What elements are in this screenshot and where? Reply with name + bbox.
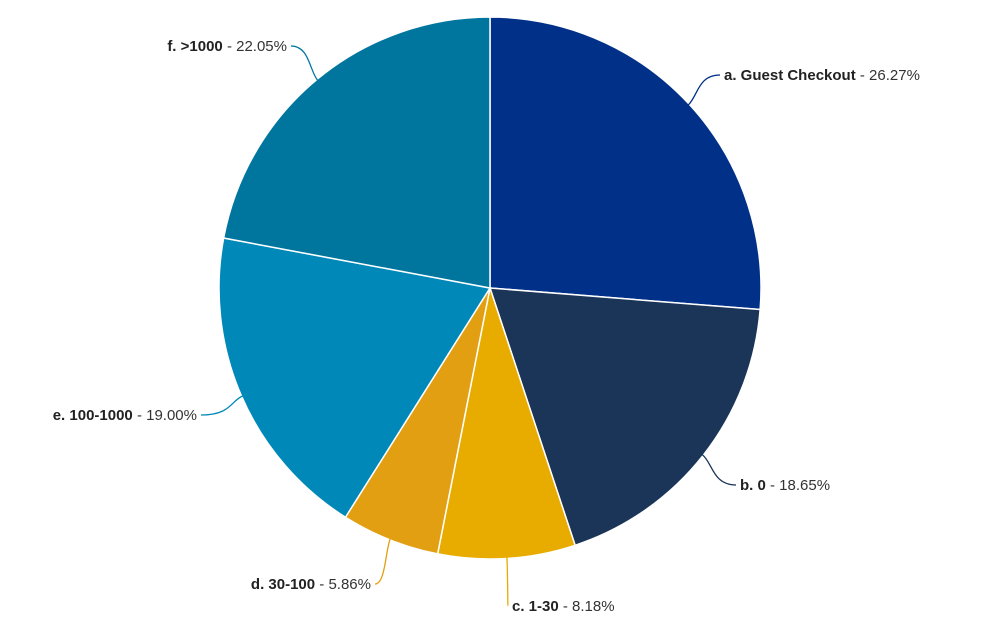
slice-label-name: c. 1-30: [512, 598, 559, 615]
slice-label-name: d. 30-100: [251, 576, 315, 593]
slice-label-b-0: b. 0 - 18.65%: [740, 477, 830, 494]
pie-slices: [218, 16, 762, 560]
leader-line-f-1000: [290, 45, 319, 81]
slice-label-value: - 18.65%: [766, 477, 830, 494]
slice-label-f-1000: f. >1000 - 22.05%: [167, 38, 287, 55]
slice-label-name: f. >1000: [167, 38, 222, 55]
slice-label-value: - 8.18%: [559, 598, 615, 615]
pie-slice-a-guest-checkout: [489, 16, 762, 311]
slice-label-value: - 26.27%: [856, 67, 920, 84]
slice-label-value: - 5.86%: [315, 576, 371, 593]
leader-line-a-guest-checkout: [687, 74, 721, 106]
slice-label-value: - 22.05%: [223, 38, 287, 55]
pie-labels: a. Guest Checkout - 26.27% b. 0 - 18.65% c…: [53, 38, 920, 615]
leader-line-b-0: [701, 454, 737, 486]
slice-label-d-30-100: d. 30-100 - 5.86%: [251, 576, 371, 593]
slice-label-name: a. Guest Checkout: [724, 67, 856, 84]
leader-line-c-1-30: [506, 557, 509, 607]
pie-leader-lines: [200, 45, 737, 607]
slice-label-c-1-30: c. 1-30 - 8.18%: [512, 598, 615, 615]
slice-label-name: b. 0: [740, 477, 766, 494]
slice-label-a-guest-checkout: a. Guest Checkout - 26.27%: [724, 67, 920, 84]
slice-label-name: e. 100-1000: [53, 407, 133, 424]
leader-line-e-100-1000: [200, 395, 243, 416]
slice-label-value: - 19.00%: [133, 407, 197, 424]
slice-label-e-100-1000: e. 100-1000 - 19.00%: [53, 407, 197, 424]
leader-line-d-30-100: [374, 538, 391, 585]
